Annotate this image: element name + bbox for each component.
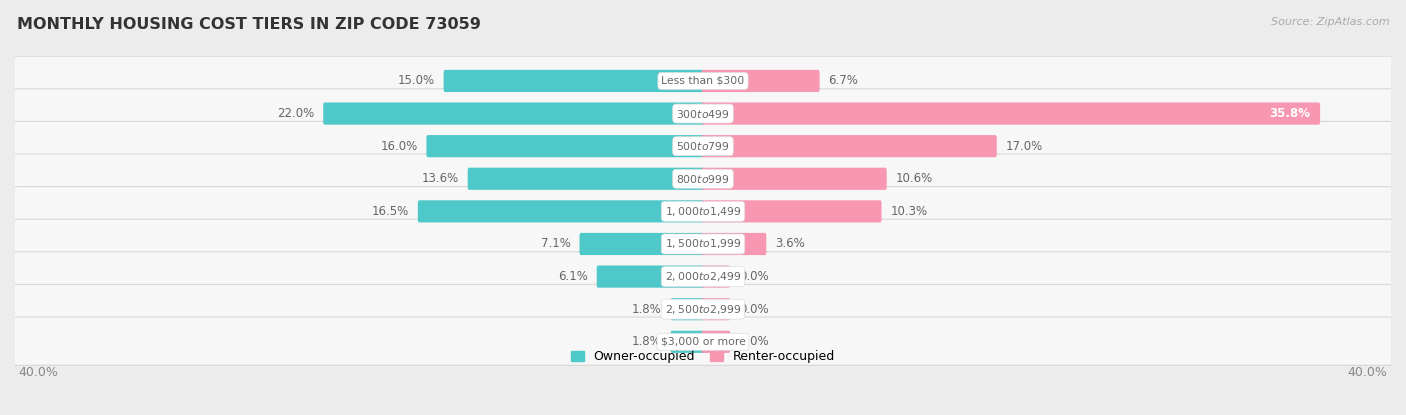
Text: 17.0%: 17.0% xyxy=(1005,140,1043,153)
FancyBboxPatch shape xyxy=(11,284,1395,333)
FancyBboxPatch shape xyxy=(702,200,882,222)
FancyBboxPatch shape xyxy=(11,58,1395,106)
FancyBboxPatch shape xyxy=(11,286,1395,334)
Text: 16.5%: 16.5% xyxy=(371,205,409,218)
FancyBboxPatch shape xyxy=(11,121,1395,170)
FancyBboxPatch shape xyxy=(11,56,1395,105)
FancyBboxPatch shape xyxy=(323,103,704,124)
Text: $1,000 to $1,499: $1,000 to $1,499 xyxy=(665,205,741,218)
Text: Less than $300: Less than $300 xyxy=(661,76,745,86)
Text: 0.0%: 0.0% xyxy=(740,335,769,348)
FancyBboxPatch shape xyxy=(11,123,1395,171)
FancyBboxPatch shape xyxy=(11,188,1395,236)
FancyBboxPatch shape xyxy=(11,219,1395,267)
Text: 6.1%: 6.1% xyxy=(558,270,588,283)
Text: $300 to $499: $300 to $499 xyxy=(676,107,730,120)
Text: $1,500 to $1,999: $1,500 to $1,999 xyxy=(665,237,741,251)
FancyBboxPatch shape xyxy=(596,266,704,288)
Text: 10.6%: 10.6% xyxy=(896,172,934,185)
Text: $2,000 to $2,499: $2,000 to $2,499 xyxy=(665,270,741,283)
Text: 3.6%: 3.6% xyxy=(775,237,806,251)
FancyBboxPatch shape xyxy=(11,252,1395,300)
Legend: Owner-occupied, Renter-occupied: Owner-occupied, Renter-occupied xyxy=(571,350,835,363)
Text: 0.0%: 0.0% xyxy=(740,270,769,283)
Text: 0.0%: 0.0% xyxy=(740,303,769,316)
Text: 1.8%: 1.8% xyxy=(631,335,662,348)
FancyBboxPatch shape xyxy=(468,168,704,190)
Text: 7.1%: 7.1% xyxy=(541,237,571,251)
FancyBboxPatch shape xyxy=(702,266,730,288)
Text: 16.0%: 16.0% xyxy=(380,140,418,153)
FancyBboxPatch shape xyxy=(671,298,704,320)
Text: 13.6%: 13.6% xyxy=(422,172,458,185)
FancyBboxPatch shape xyxy=(702,135,997,157)
Text: Source: ZipAtlas.com: Source: ZipAtlas.com xyxy=(1271,17,1389,27)
FancyBboxPatch shape xyxy=(579,233,704,255)
FancyBboxPatch shape xyxy=(11,155,1395,203)
Text: 22.0%: 22.0% xyxy=(277,107,315,120)
FancyBboxPatch shape xyxy=(671,331,704,353)
Text: $800 to $999: $800 to $999 xyxy=(676,173,730,185)
FancyBboxPatch shape xyxy=(702,168,887,190)
Text: $3,000 or more: $3,000 or more xyxy=(661,337,745,347)
Text: 6.7%: 6.7% xyxy=(828,74,859,88)
Text: MONTHLY HOUSING COST TIERS IN ZIP CODE 73059: MONTHLY HOUSING COST TIERS IN ZIP CODE 7… xyxy=(17,17,481,32)
Text: 10.3%: 10.3% xyxy=(890,205,928,218)
Text: $2,500 to $2,999: $2,500 to $2,999 xyxy=(665,303,741,316)
FancyBboxPatch shape xyxy=(702,233,766,255)
FancyBboxPatch shape xyxy=(11,154,1395,202)
FancyBboxPatch shape xyxy=(11,187,1395,235)
FancyBboxPatch shape xyxy=(11,317,1395,365)
Text: 15.0%: 15.0% xyxy=(398,74,434,88)
FancyBboxPatch shape xyxy=(11,220,1395,269)
Text: $500 to $799: $500 to $799 xyxy=(676,140,730,152)
FancyBboxPatch shape xyxy=(444,70,704,92)
FancyBboxPatch shape xyxy=(702,331,730,353)
Text: 35.8%: 35.8% xyxy=(1270,107,1310,120)
FancyBboxPatch shape xyxy=(11,90,1395,138)
Text: 40.0%: 40.0% xyxy=(18,366,58,379)
FancyBboxPatch shape xyxy=(702,298,730,320)
FancyBboxPatch shape xyxy=(11,318,1395,366)
FancyBboxPatch shape xyxy=(11,89,1395,137)
Text: 1.8%: 1.8% xyxy=(631,303,662,316)
FancyBboxPatch shape xyxy=(702,70,820,92)
FancyBboxPatch shape xyxy=(426,135,704,157)
Text: 40.0%: 40.0% xyxy=(1348,366,1388,379)
FancyBboxPatch shape xyxy=(11,253,1395,301)
FancyBboxPatch shape xyxy=(702,103,1320,124)
FancyBboxPatch shape xyxy=(418,200,704,222)
